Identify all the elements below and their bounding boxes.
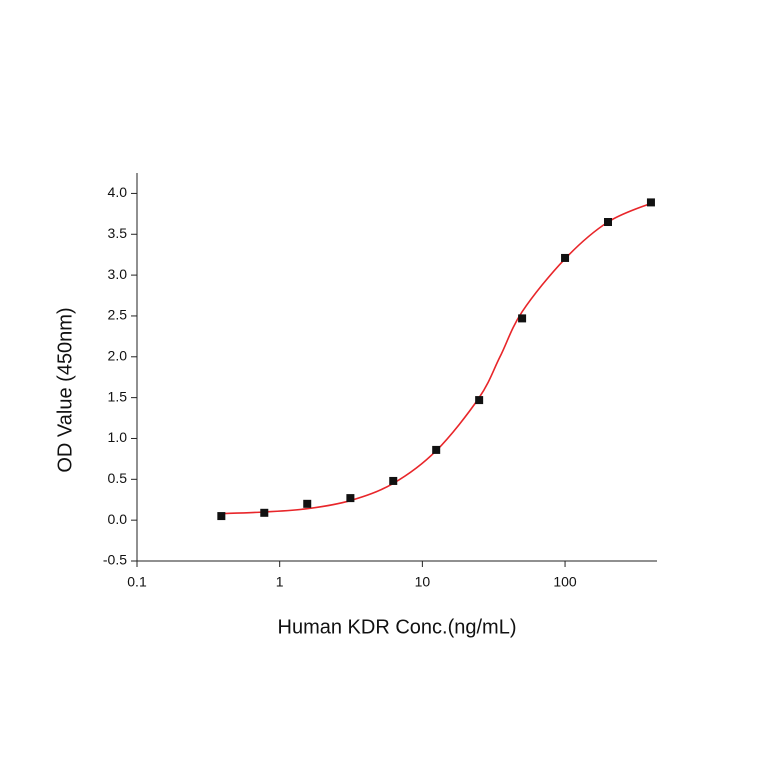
x-tick-label: 0.1: [127, 574, 147, 590]
y-tick-label: 4.0: [108, 184, 128, 200]
y-tick-label: 1.5: [108, 388, 128, 404]
y-tick-label: 2.5: [108, 307, 128, 323]
data-point: [561, 253, 570, 262]
y-axis-title: OD Value (450nm): [54, 307, 76, 472]
x-tick-label: 100: [553, 574, 577, 590]
data-point: [475, 396, 484, 405]
y-tick-label: 1.0: [108, 429, 128, 445]
y-tick-label: -0.5: [103, 552, 127, 568]
x-tick-label: 10: [415, 574, 431, 590]
fit-curve: [221, 202, 652, 515]
x-axis-title: Human KDR Conc.(ng/mL): [278, 616, 517, 638]
data-point: [346, 494, 355, 503]
y-tick-label: 2.0: [108, 347, 128, 363]
x-tick-label: 1: [276, 574, 284, 590]
data-point: [646, 198, 655, 207]
data-point: [432, 445, 441, 454]
data-point: [604, 218, 613, 227]
data-point: [217, 512, 226, 521]
data-point: [303, 499, 312, 508]
data-point: [260, 508, 269, 517]
data-point: [389, 476, 398, 485]
y-tick-label: 0.0: [108, 511, 128, 527]
y-tick-label: 3.0: [108, 266, 128, 282]
y-tick-label: 0.5: [108, 470, 128, 486]
data-point: [518, 314, 527, 323]
y-tick-label: 3.5: [108, 225, 128, 241]
